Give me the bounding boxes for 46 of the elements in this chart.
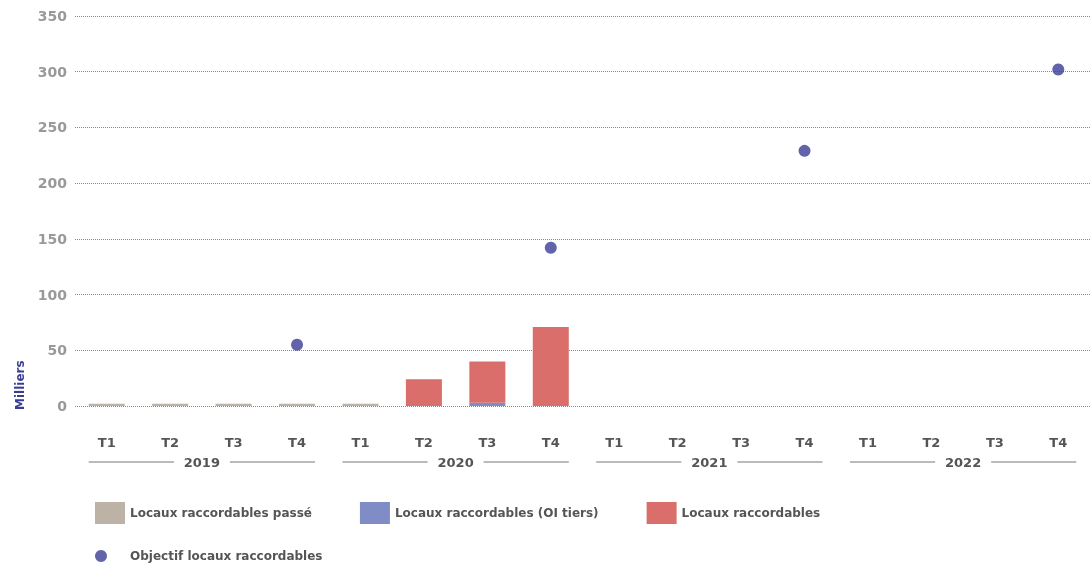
point	[544, 241, 557, 254]
x-tick-label: T1	[605, 435, 624, 450]
bar	[215, 403, 252, 406]
bar	[342, 403, 379, 406]
text: 2022	[945, 454, 982, 470]
y-tick-label: 0	[57, 398, 68, 414]
bar	[469, 361, 506, 403]
x-tick-label: T4	[1049, 435, 1068, 450]
x-tick-label: T2	[922, 435, 941, 450]
x-tick-label: T3	[478, 435, 497, 450]
bar	[405, 379, 442, 405]
bar	[279, 403, 316, 406]
x-tick-label: T1	[97, 435, 116, 450]
x-tick-label: T4	[795, 435, 814, 450]
y-axis-title: Milliers	[13, 360, 27, 410]
y-tick-label: 100	[37, 286, 68, 303]
y-tick-label: 150	[37, 230, 68, 247]
x-tick-label: T3	[732, 435, 751, 450]
legend-label: Locaux raccordables passé	[130, 506, 312, 520]
point	[798, 144, 811, 157]
legend-label: Objectif locaux raccordables	[130, 549, 323, 563]
x-tick-label: T4	[541, 435, 560, 450]
legend-label: Locaux raccordables	[681, 506, 821, 520]
bar	[152, 403, 189, 406]
bar	[88, 403, 125, 406]
y-tick-label: 350	[37, 8, 68, 24]
x-tick-label: T1	[351, 435, 370, 450]
bar	[469, 402, 506, 406]
legend-label: Locaux raccordables (OI tiers)	[394, 506, 599, 520]
x-tick-label: T4	[288, 435, 306, 450]
point	[291, 338, 304, 351]
x-tick-label: T3	[985, 435, 1004, 450]
y-tick-label: 50	[47, 342, 68, 359]
x-tick-label: T3	[224, 435, 243, 450]
y-tick-label: 200	[37, 175, 68, 192]
bar	[532, 326, 569, 405]
text: 2021	[691, 454, 728, 470]
x-tick-label: T2	[414, 435, 433, 450]
point	[1052, 63, 1065, 76]
x-tick-label: T2	[161, 435, 180, 450]
x-tick-label: T2	[668, 435, 687, 450]
text: 2020	[437, 454, 474, 470]
y-tick-label: 250	[37, 119, 68, 136]
x-tick-label: T1	[859, 435, 877, 450]
text: 2019	[183, 454, 220, 470]
y-tick-label: 300	[37, 63, 68, 80]
